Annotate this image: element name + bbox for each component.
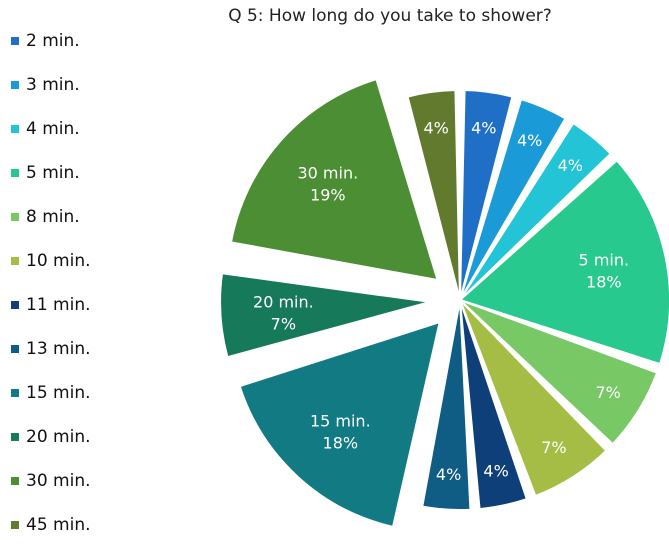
data-label-10-min: 7% (541, 438, 566, 457)
pie-chart: 4%4%4%5 min. 18%7%7%4%4%15 min. 18%20 min.… (0, 0, 669, 539)
data-label-8-min: 7% (595, 383, 620, 402)
data-label-2-min: 4% (471, 118, 496, 137)
data-label-13-min: 4% (436, 465, 461, 484)
data-label-4-min: 4% (558, 156, 583, 175)
data-label-11-min: 4% (483, 462, 508, 481)
data-label-3-min: 4% (517, 131, 542, 150)
data-label-45-min: 4% (423, 118, 448, 137)
